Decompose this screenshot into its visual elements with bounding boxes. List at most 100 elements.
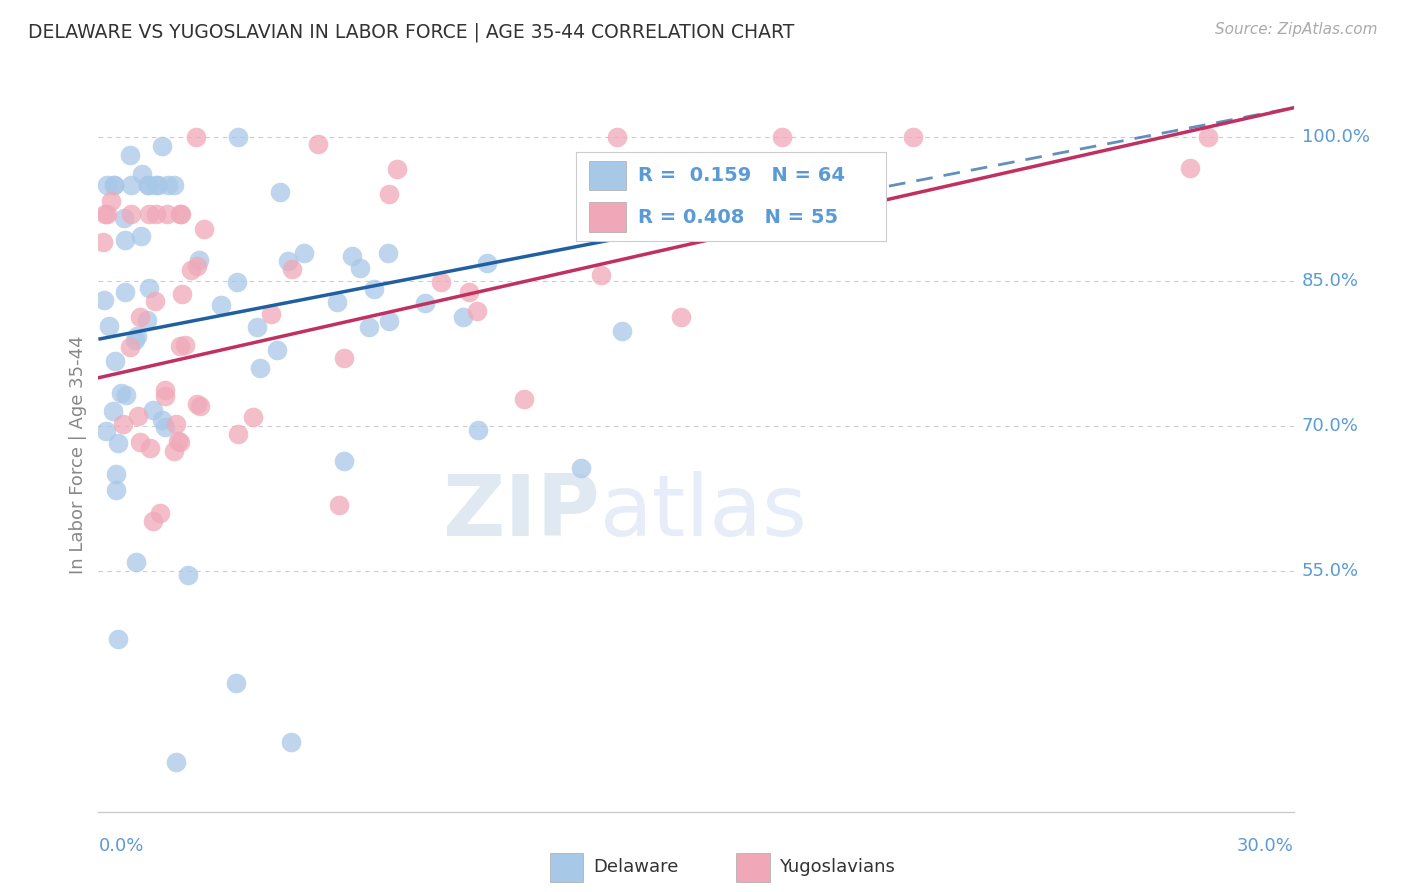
Point <box>96 178 118 192</box>
Text: R = 0.408   N = 55: R = 0.408 N = 55 <box>638 208 838 227</box>
Point <box>115 388 138 402</box>
Point <box>167 434 190 449</box>
Point <box>136 178 159 192</box>
Point <box>101 404 124 418</box>
Point <box>110 385 132 400</box>
Point <box>186 259 208 273</box>
Point <box>98 318 121 333</box>
Point <box>163 444 186 458</box>
Text: 100.0%: 100.0% <box>1302 128 1369 145</box>
Point <box>669 310 692 324</box>
Point <box>225 675 247 690</box>
Point <box>104 354 127 368</box>
Point <box>569 460 592 475</box>
Point <box>349 261 371 276</box>
FancyBboxPatch shape <box>737 854 770 881</box>
Text: DELAWARE VS YUGOSLAVIAN IN LABOR FORCE | AGE 35-44 CORRELATION CHART: DELAWARE VS YUGOSLAVIAN IN LABOR FORCE |… <box>28 22 794 42</box>
Point <box>357 319 380 334</box>
Point <box>177 567 200 582</box>
Point <box>114 285 136 300</box>
Point <box>145 207 167 221</box>
Point <box>100 194 122 208</box>
Point <box>328 498 350 512</box>
Point <box>209 298 232 312</box>
Point <box>378 314 401 328</box>
Point <box>138 280 160 294</box>
Point <box>125 329 148 343</box>
Point <box>105 483 128 497</box>
Point <box>387 162 409 177</box>
Point <box>901 129 924 144</box>
Point <box>94 424 117 438</box>
Point <box>193 222 215 236</box>
Point <box>131 167 153 181</box>
Point <box>242 410 264 425</box>
Point <box>149 506 172 520</box>
Point <box>269 185 291 199</box>
Point <box>188 253 211 268</box>
Text: 0.0%: 0.0% <box>98 837 143 855</box>
Point <box>1178 161 1201 175</box>
Point <box>127 409 149 424</box>
Text: Yugoslavians: Yugoslavians <box>779 858 896 877</box>
Point <box>169 434 191 449</box>
Point <box>153 389 176 403</box>
Point <box>125 555 148 569</box>
Text: 70.0%: 70.0% <box>1302 417 1358 435</box>
Point <box>170 207 193 221</box>
Point <box>156 178 179 192</box>
Text: Source: ZipAtlas.com: Source: ZipAtlas.com <box>1215 22 1378 37</box>
Point <box>186 397 208 411</box>
Point <box>170 286 193 301</box>
Point <box>589 268 612 283</box>
Point <box>292 245 315 260</box>
Point <box>103 178 125 192</box>
Point <box>277 254 299 268</box>
Point <box>91 235 114 249</box>
Text: 30.0%: 30.0% <box>1237 837 1294 855</box>
Point <box>188 399 211 413</box>
Point <box>610 324 633 338</box>
Point <box>226 129 249 144</box>
Point <box>107 436 129 450</box>
Point <box>103 178 125 192</box>
Point <box>169 339 191 353</box>
Point <box>138 442 160 456</box>
Point <box>141 514 163 528</box>
FancyBboxPatch shape <box>550 854 583 881</box>
Point <box>280 735 302 749</box>
Point <box>155 383 177 397</box>
Point <box>281 262 304 277</box>
Point <box>129 435 152 450</box>
Point <box>114 233 136 247</box>
Point <box>326 294 349 309</box>
Text: ZIP: ZIP <box>443 470 600 554</box>
Point <box>136 178 159 192</box>
Text: 55.0%: 55.0% <box>1302 562 1360 580</box>
Point <box>260 307 283 321</box>
Text: R =  0.159   N = 64: R = 0.159 N = 64 <box>638 166 845 185</box>
Point <box>131 228 153 243</box>
Point <box>184 129 207 144</box>
Point <box>266 343 288 357</box>
Point <box>451 310 474 325</box>
Text: Delaware: Delaware <box>593 858 679 877</box>
Point <box>413 296 436 310</box>
Point <box>640 203 662 218</box>
Point <box>155 419 177 434</box>
FancyBboxPatch shape <box>589 161 626 190</box>
Point <box>606 129 628 144</box>
Point <box>136 312 159 326</box>
Point <box>138 207 160 221</box>
Point <box>430 275 453 289</box>
Point <box>333 351 356 365</box>
Point <box>363 282 385 296</box>
Point <box>120 178 142 192</box>
Point <box>120 340 142 354</box>
Point <box>169 207 191 221</box>
Y-axis label: In Labor Force | Age 35-44: In Labor Force | Age 35-44 <box>69 335 87 574</box>
Point <box>180 262 202 277</box>
FancyBboxPatch shape <box>589 202 626 232</box>
Point <box>120 207 142 221</box>
Point <box>96 207 118 221</box>
